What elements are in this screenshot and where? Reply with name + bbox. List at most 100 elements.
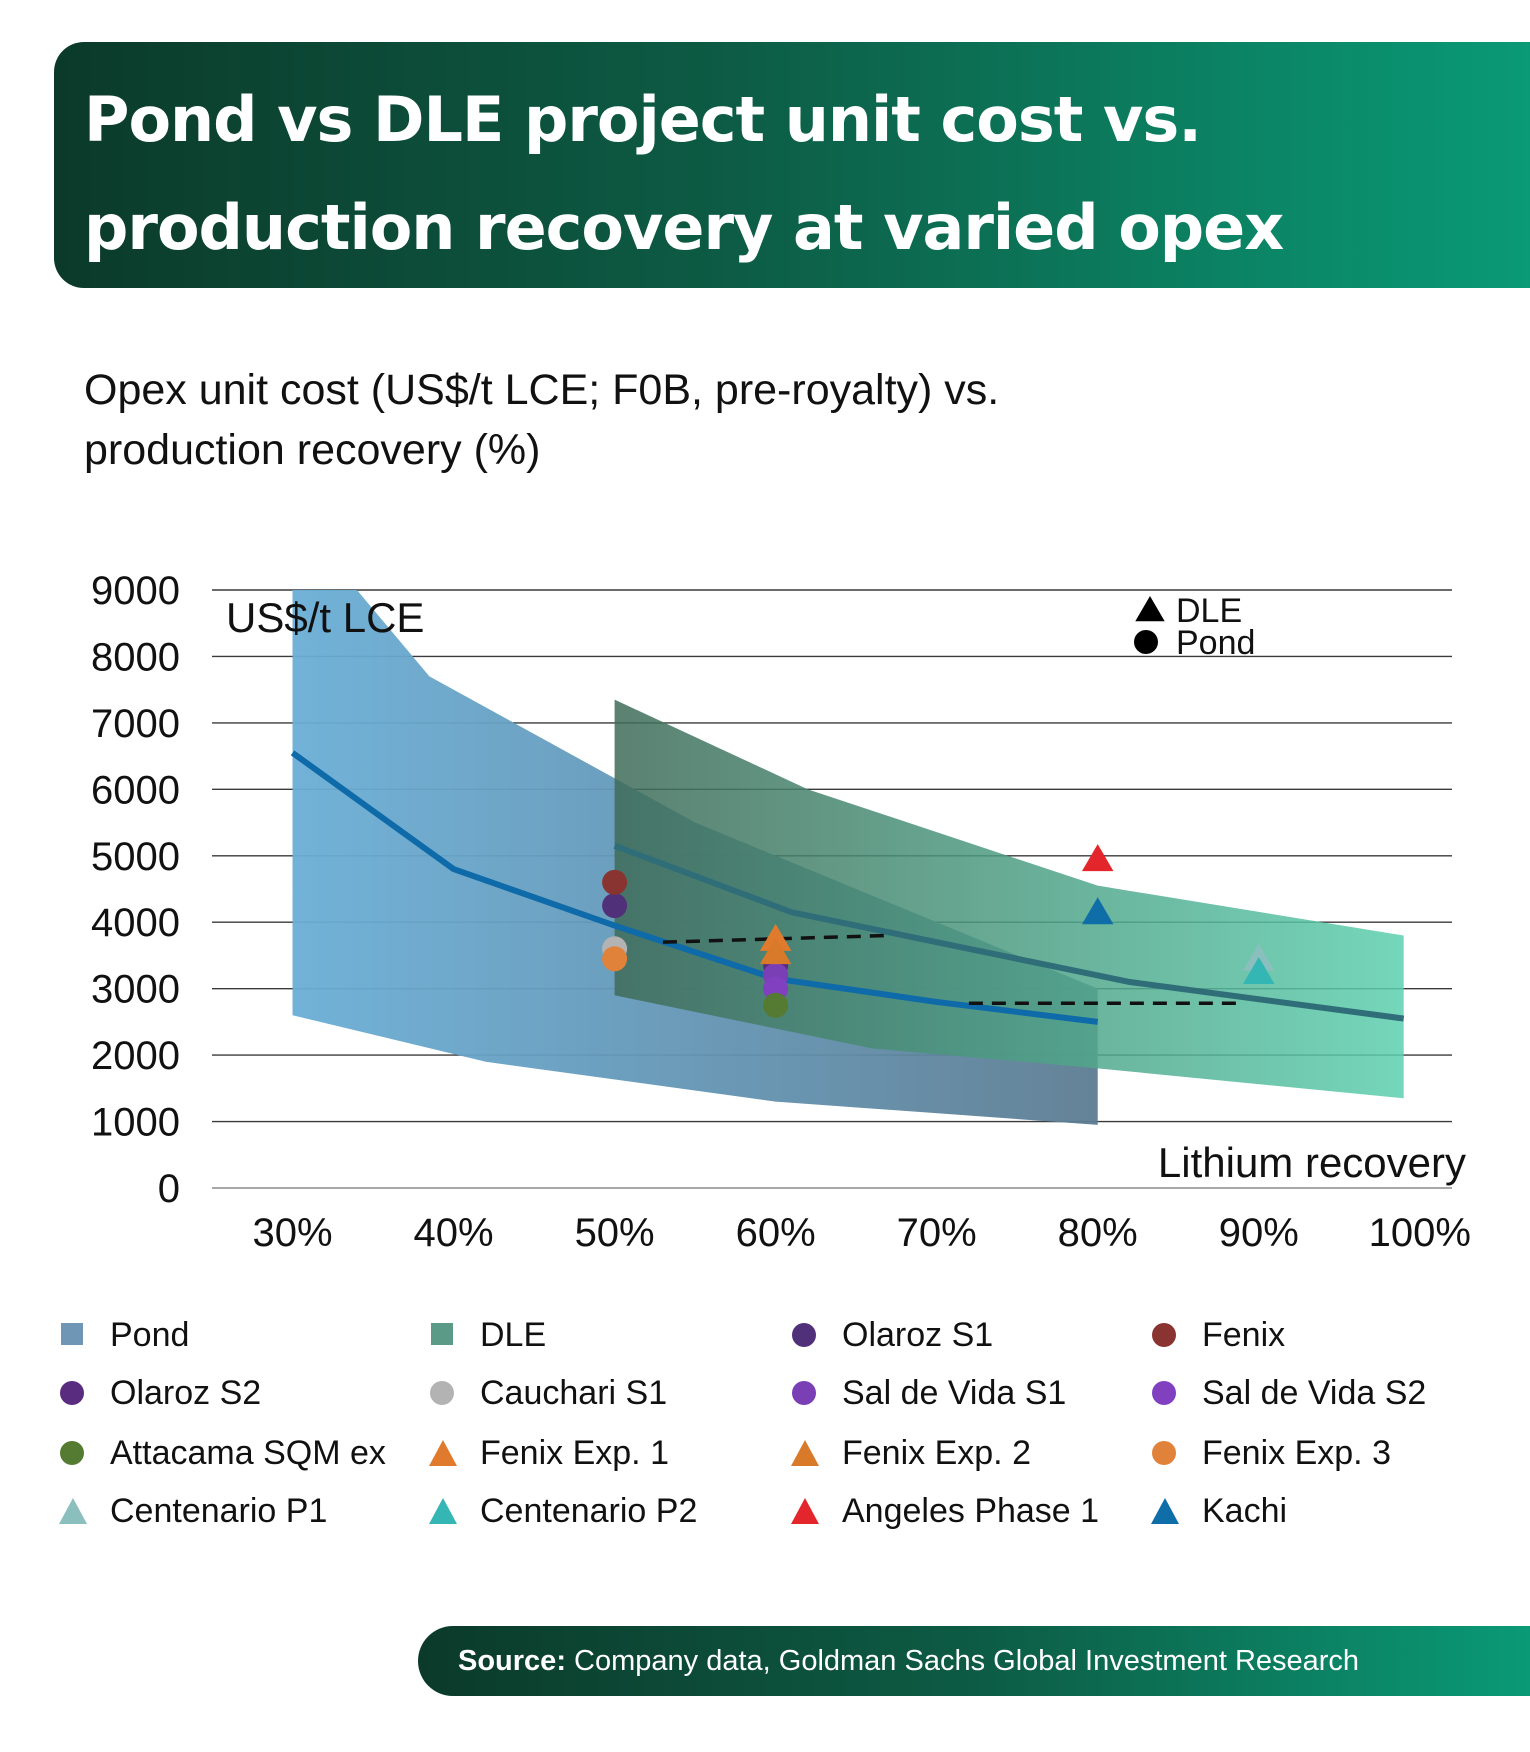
legend-label: Olaroz S2 bbox=[110, 1373, 262, 1412]
x-tick-label: 50% bbox=[575, 1211, 655, 1255]
legend-label: Cauchari S1 bbox=[480, 1373, 668, 1412]
legend-item: Kachi bbox=[1150, 1486, 1287, 1536]
legend-label: Sal de Vida S1 bbox=[842, 1373, 1067, 1412]
legend-circle-marker bbox=[60, 1381, 84, 1405]
x-tick-label: 60% bbox=[736, 1211, 816, 1255]
source-label: Source: bbox=[458, 1645, 566, 1677]
legend-swatch bbox=[430, 1381, 454, 1405]
point-fenix-exp-2 bbox=[759, 937, 792, 965]
legend-item: Sal de Vida S1 bbox=[790, 1368, 1066, 1418]
y-tick-label: 0 bbox=[158, 1167, 180, 1211]
legend-label: Pond bbox=[110, 1315, 190, 1354]
legend-item: Cauchari S1 bbox=[428, 1368, 667, 1418]
legend-triangle-marker bbox=[429, 1440, 457, 1466]
source-note: Source: Company data, Goldman Sachs Glob… bbox=[458, 1640, 1518, 1682]
legend-swatch bbox=[61, 1323, 83, 1345]
legend-triangle-marker bbox=[429, 1498, 457, 1524]
axes: 0 1000 2000 3000 4000 5000 6000 7000 8000 9000 30%… bbox=[91, 569, 1471, 1255]
legend-triangle-marker bbox=[1151, 1498, 1179, 1524]
legend-swatch bbox=[431, 1323, 453, 1345]
x-tick-label: 90% bbox=[1219, 1211, 1299, 1255]
legend-label: DLE bbox=[480, 1315, 547, 1354]
legend-item: DLE bbox=[428, 1310, 546, 1360]
trend-line-pond bbox=[290, 750, 1099, 1025]
title-banner bbox=[54, 42, 1530, 288]
legend-label: Fenix Exp. 3 bbox=[1202, 1433, 1391, 1472]
legend-label: Attacama SQM ex bbox=[110, 1433, 386, 1472]
x-axis-title: Lithium recovery bbox=[1158, 1139, 1466, 1186]
cost-bands bbox=[292, 590, 1404, 1125]
legend-item: Centenario P2 bbox=[428, 1486, 697, 1536]
point-angeles-phase-1 bbox=[1081, 844, 1114, 872]
legend-circle-marker bbox=[430, 1381, 454, 1405]
legend-swatch bbox=[1152, 1441, 1176, 1465]
legend-swatch bbox=[791, 1498, 819, 1524]
point-attacama-sqm-ex bbox=[763, 992, 789, 1018]
legend-item: Fenix Exp. 2 bbox=[790, 1428, 1031, 1478]
x-tick-label: 80% bbox=[1058, 1211, 1138, 1255]
trend-line-dle bbox=[613, 843, 1405, 1022]
legend-item: Angeles Phase 1 bbox=[790, 1486, 1099, 1536]
y-tick-label: 8000 bbox=[91, 635, 180, 679]
legend-label: Olaroz S1 bbox=[842, 1315, 994, 1354]
y-tick-label: 4000 bbox=[91, 901, 180, 945]
source-text: Company data, Goldman Sachs Global Inves… bbox=[565, 1645, 1360, 1677]
trend-lines bbox=[290, 750, 1405, 1025]
legend-circle-marker bbox=[1152, 1323, 1176, 1347]
y-tick-label: 9000 bbox=[91, 569, 180, 613]
legend-triangle-marker bbox=[59, 1498, 87, 1524]
legend-swatch bbox=[59, 1498, 87, 1524]
shape-legend-triangle bbox=[1135, 596, 1165, 622]
legend-label: Centenario P1 bbox=[110, 1491, 328, 1530]
legend-circle-marker bbox=[792, 1381, 816, 1405]
x-tick-label: 100% bbox=[1369, 1211, 1471, 1255]
legend-label: Fenix bbox=[1202, 1315, 1286, 1354]
shape-legend-label: DLE bbox=[1176, 592, 1242, 630]
point-centenario-p2 bbox=[1243, 957, 1275, 985]
legend: Pond DLE Olaroz S1 Fenix Olaroz S2 Cauchari S… bbox=[58, 1310, 1498, 1550]
legend-swatch bbox=[792, 1381, 816, 1405]
y-tick-label: 2000 bbox=[91, 1034, 180, 1078]
legend-item: Olaroz S2 bbox=[58, 1368, 261, 1418]
legend-item: Fenix Exp. 1 bbox=[428, 1428, 669, 1478]
legend-swatch bbox=[1152, 1381, 1176, 1405]
y-tick-label: 3000 bbox=[91, 968, 180, 1012]
y-tick-label: 7000 bbox=[91, 702, 180, 746]
legend-label: Sal de Vida S2 bbox=[1202, 1373, 1427, 1412]
shape-legend-circle bbox=[1134, 630, 1158, 654]
legend-item: Fenix Exp. 3 bbox=[1150, 1428, 1391, 1478]
chart-subtitle: Opex unit cost (US$/t LCE; F0B, pre-roya… bbox=[84, 366, 1000, 474]
x-tick-label: 30% bbox=[252, 1211, 332, 1255]
y-tick-label: 5000 bbox=[91, 835, 180, 879]
legend-label: Centenario P2 bbox=[480, 1491, 698, 1530]
shape-legend-label: Pond bbox=[1176, 624, 1255, 662]
legend-label: Fenix Exp. 1 bbox=[480, 1433, 669, 1472]
y-tick-label: 1000 bbox=[91, 1101, 180, 1145]
point-fenix bbox=[602, 869, 628, 895]
x-tick-label: 40% bbox=[414, 1211, 494, 1255]
legend-square-marker bbox=[61, 1323, 83, 1345]
legend-swatch bbox=[1152, 1323, 1176, 1347]
legend-swatch bbox=[792, 1323, 816, 1347]
legend-square-marker bbox=[431, 1323, 453, 1345]
legend-label: Kachi bbox=[1202, 1491, 1288, 1530]
legend-circle-marker bbox=[1152, 1381, 1176, 1405]
legend-circle-marker bbox=[60, 1441, 84, 1465]
legend-label: Angeles Phase 1 bbox=[842, 1491, 1100, 1530]
legend-swatch bbox=[429, 1440, 457, 1466]
chart-title: Pond vs DLE project unit cost vs. produc… bbox=[84, 83, 1284, 372]
legend-triangle-marker bbox=[791, 1498, 819, 1524]
legend-item: Sal de Vida S2 bbox=[1150, 1368, 1426, 1418]
point-olaroz-s1 bbox=[602, 893, 628, 919]
legend-item: Fenix bbox=[1150, 1310, 1285, 1360]
point-kachi bbox=[1081, 897, 1114, 925]
legend-item: Centenario P1 bbox=[58, 1486, 327, 1536]
legend-swatch bbox=[429, 1498, 457, 1524]
y-tick-label: 6000 bbox=[91, 768, 180, 812]
legend-circle-marker bbox=[792, 1323, 816, 1347]
band-dle bbox=[614, 699, 1404, 1099]
legend-label: Fenix Exp. 2 bbox=[842, 1433, 1031, 1472]
legend-item: Olaroz S1 bbox=[790, 1310, 993, 1360]
source-banner bbox=[418, 1626, 1530, 1696]
